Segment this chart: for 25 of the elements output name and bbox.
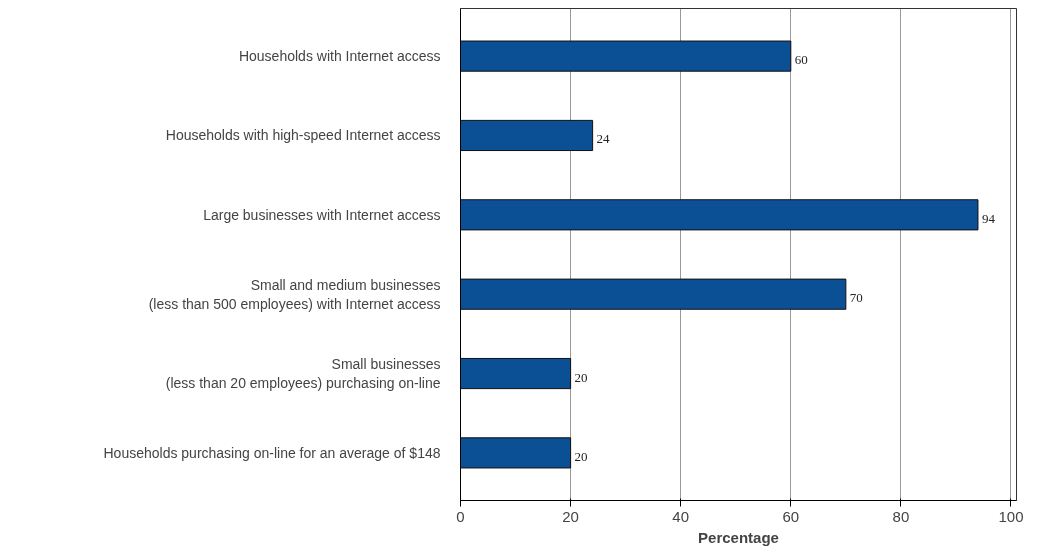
y-tick-label: Small businesses (less than 20 employees) purchasing on-line	[165, 355, 441, 392]
x-tick-label: 40	[672, 507, 690, 525]
data-label: 20	[574, 448, 588, 464]
data-label: 60	[794, 52, 808, 68]
x-tick-label: 20	[562, 507, 579, 525]
bar	[460, 437, 572, 469]
x-tick-label: 100	[998, 507, 1024, 525]
data-label: 20	[574, 369, 588, 385]
bar	[460, 278, 847, 310]
y-tick-label: Small and medium businesses (less than 500 employees) with Internet access	[148, 276, 441, 312]
bar	[460, 119, 594, 152]
y-tick-label: Households purchasing on-line for an average of $148	[103, 444, 441, 461]
data-label: 94	[981, 210, 996, 226]
bar	[460, 199, 979, 231]
bar	[460, 40, 792, 72]
y-tick-label: Households with Internet access	[238, 48, 441, 65]
x-axis-title: Percentage	[698, 528, 779, 546]
x-tick-label: 60	[782, 507, 800, 525]
x-tick-label: 80	[892, 507, 910, 525]
x-tick-label: 0	[456, 507, 465, 525]
data-label: 70	[849, 290, 863, 306]
bar	[460, 357, 572, 390]
y-tick-label: Households with high-speed Internet access	[165, 127, 441, 144]
y-tick-label: Large businesses with Internet access	[203, 206, 441, 223]
data-label: 24	[596, 131, 611, 147]
